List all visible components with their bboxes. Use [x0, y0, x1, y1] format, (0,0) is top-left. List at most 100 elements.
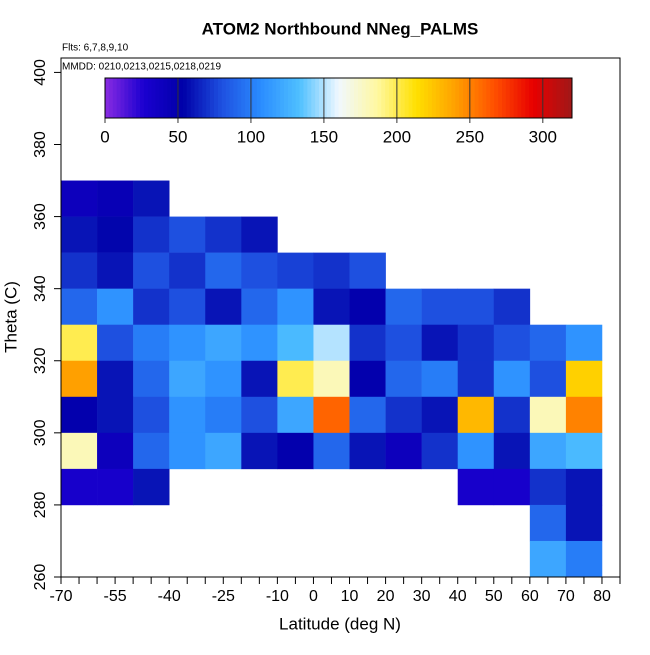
colorbar-swatch	[466, 78, 472, 118]
heat-cell	[169, 216, 206, 253]
heat-cell	[277, 252, 314, 289]
colorbar-swatch	[435, 78, 441, 118]
heat-cell	[313, 396, 350, 434]
y-tick-label: 320	[32, 347, 49, 374]
heat-cell	[457, 432, 495, 470]
colorbar-swatch	[392, 78, 398, 118]
colorbar-swatch	[455, 78, 460, 118]
colorbar-swatch	[284, 78, 289, 118]
x-tick-label: 30	[413, 588, 431, 605]
heat-cell	[133, 468, 170, 506]
colorbar-swatch	[276, 78, 281, 118]
heat-cell	[241, 288, 278, 326]
colorbar-swatch	[210, 78, 215, 118]
colorbar-swatch	[529, 78, 534, 118]
heat-cell	[529, 432, 567, 470]
colorbar-swatch	[167, 78, 172, 118]
heat-cell	[493, 324, 531, 362]
y-tick-label: 400	[32, 59, 49, 86]
colorbar-swatch	[182, 78, 188, 118]
heat-cell	[421, 432, 459, 470]
x-tick-label: -55	[104, 588, 127, 605]
heat-cell	[385, 288, 422, 326]
colorbar-swatch	[307, 78, 312, 118]
heat-cell	[457, 324, 495, 362]
heat-cell	[241, 324, 278, 362]
heat-cell	[277, 288, 314, 326]
colorbar-swatch	[564, 78, 569, 118]
colorbar-swatch	[400, 78, 406, 118]
heat-cell	[385, 432, 422, 470]
heat-cell	[97, 360, 134, 398]
colorbar-swatch	[505, 78, 511, 118]
heat-cell	[385, 396, 422, 434]
heat-cell	[313, 288, 350, 326]
heat-cell	[97, 216, 134, 253]
colorbar-swatch	[315, 78, 320, 118]
colorbar-swatch	[459, 78, 464, 118]
x-tick-label: 0	[309, 588, 318, 605]
colorbar-tick-label: 0	[100, 127, 109, 146]
colorbar-tick-label: 150	[310, 127, 338, 146]
heat-cell	[565, 504, 603, 542]
colorbar-swatch	[482, 78, 487, 118]
heat-cell	[61, 360, 98, 398]
heat-cell	[421, 324, 459, 362]
annotation: Flts: 6,7,8,9,10	[62, 43, 129, 54]
colorbar-swatch	[124, 78, 129, 118]
heat-cell	[493, 396, 531, 434]
colorbar-swatch	[470, 78, 476, 118]
colorbar-swatch	[490, 78, 495, 118]
heat-cell	[277, 360, 314, 398]
colorbar-swatch	[521, 78, 526, 118]
colorbar-swatch	[408, 78, 413, 118]
heat-cell	[133, 396, 170, 434]
heat-cell	[421, 288, 459, 326]
heat-cell	[169, 396, 206, 434]
colorbar-swatch	[322, 78, 328, 118]
heat-cell	[241, 360, 278, 398]
colorbar-swatch	[478, 78, 483, 118]
heat-cell	[169, 252, 206, 289]
colorbar-swatch	[556, 78, 561, 118]
colorbar-swatch	[159, 78, 164, 118]
heat-cell	[529, 540, 567, 578]
heat-cell	[97, 288, 134, 326]
colorbar-swatch	[498, 78, 503, 118]
colorbar-swatch	[268, 78, 273, 118]
heat-cell	[385, 324, 422, 362]
colorbar-swatch	[299, 78, 304, 118]
heat-cell	[205, 432, 242, 470]
colorbar-swatch	[147, 78, 153, 118]
x-tick-label: -10	[266, 588, 289, 605]
colorbar-swatch	[451, 78, 456, 118]
colorbar-frame	[104, 77, 573, 119]
colorbar-swatch	[447, 78, 452, 118]
heat-cell	[61, 324, 98, 362]
colorbar-swatch	[396, 78, 402, 118]
heat-cell	[421, 360, 459, 398]
colorbar-swatch	[439, 78, 444, 118]
heat-cell	[205, 288, 242, 326]
colorbar-swatch	[369, 78, 374, 118]
colorbar-swatch	[213, 78, 219, 118]
heat-cell	[241, 396, 278, 434]
plot-frame	[60, 57, 621, 578]
colorbar-swatch	[342, 78, 347, 118]
colorbar-swatch	[151, 78, 156, 118]
colorbar-swatch	[404, 78, 409, 118]
colorbar-swatch	[143, 78, 149, 118]
colorbar-swatch	[389, 78, 394, 118]
heat-cell	[529, 468, 567, 506]
colorbar-swatch	[373, 78, 378, 118]
colorbar-swatch	[311, 78, 316, 118]
colorbar-swatch	[198, 78, 203, 118]
colorbar-swatch	[186, 78, 192, 118]
colorbar-swatch	[560, 78, 565, 118]
heat-cell	[529, 504, 567, 542]
x-tick-label: -25	[212, 588, 235, 605]
colorbar-tick-label: 50	[169, 127, 188, 146]
heat-cell	[169, 324, 206, 362]
colorbar-swatch	[272, 78, 277, 118]
